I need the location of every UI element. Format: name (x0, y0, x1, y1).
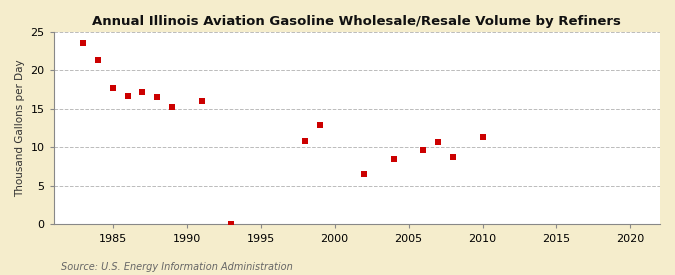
Point (167, 105, 178, 110)
Point (225, 221, 236, 226)
Point (433, 140, 443, 144)
Point (448, 155, 458, 160)
Point (92, 58, 103, 63)
Point (388, 157, 399, 161)
Point (359, 172, 370, 177)
Point (122, 94, 133, 98)
Point (107, 86, 118, 90)
Point (137, 90, 148, 94)
Point (152, 94, 163, 99)
Point (196, 99, 207, 103)
Point (300, 138, 310, 143)
Point (78, 41, 88, 46)
Point (315, 123, 325, 127)
Y-axis label: Thousand Gallons per Day: Thousand Gallons per Day (15, 59, 25, 197)
Text: Source: U.S. Energy Information Administration: Source: U.S. Energy Information Administ… (61, 262, 292, 272)
Point (418, 148, 429, 152)
Title: Annual Illinois Aviation Gasoline Wholesale/Resale Volume by Refiners: Annual Illinois Aviation Gasoline Wholes… (92, 15, 621, 28)
Point (477, 135, 488, 140)
